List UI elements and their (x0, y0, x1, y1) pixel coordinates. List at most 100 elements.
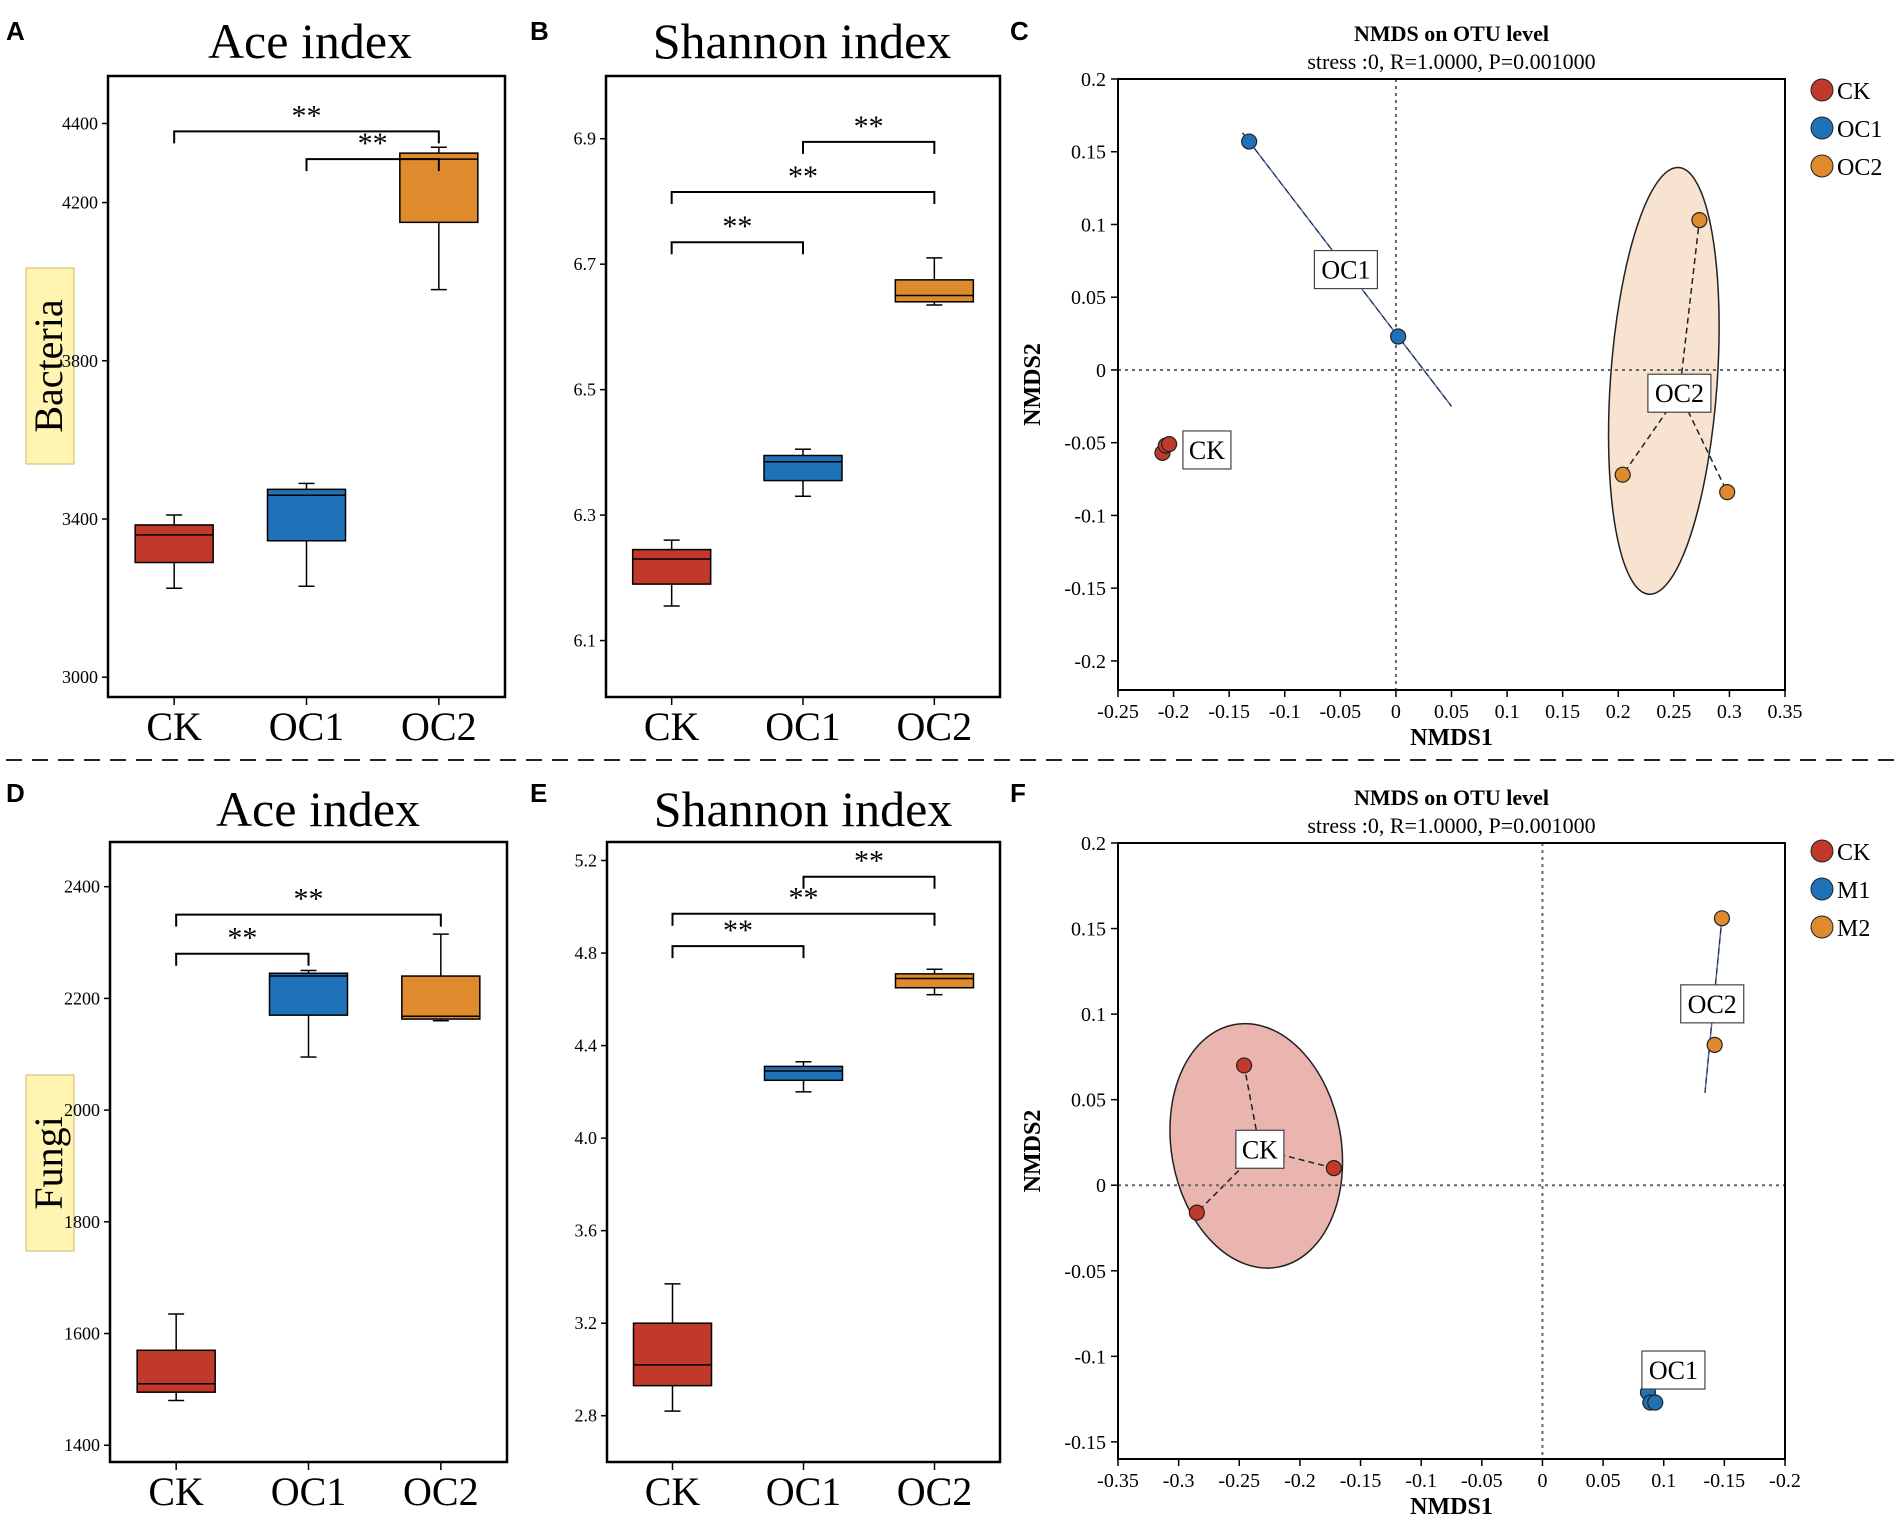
panel-letter-b: B (530, 16, 549, 46)
group-label: CK (1242, 1135, 1278, 1164)
data-point-ck (1188, 1204, 1205, 1221)
significance-label: ** (788, 160, 818, 193)
legend-marker (1810, 839, 1834, 863)
panel-letter-d: D (6, 778, 25, 808)
y-tick-label: 0.1 (1081, 1004, 1106, 1026)
panel-letter-c: C (1010, 16, 1029, 46)
significance-label: ** (723, 914, 753, 947)
chart-title: NMDS on OTU level (1354, 21, 1549, 46)
y-tick-label: 3000 (62, 667, 98, 687)
significance-bracket (670, 191, 936, 205)
data-point-ck (1161, 436, 1178, 453)
box-body (763, 1065, 844, 1082)
x-tick-label: -0.25 (1097, 701, 1139, 723)
significance-label: ** (854, 845, 884, 878)
x-tick-label: -0.1 (1269, 701, 1301, 723)
significance-bracket (670, 241, 804, 255)
x-category-label: CK (644, 704, 700, 749)
box-body (134, 524, 214, 564)
y-tick-label: -0.1 (1074, 505, 1106, 527)
group-spoke (1678, 392, 1728, 493)
group-label-box (1641, 1350, 1706, 1390)
x-category-label: CK (645, 1469, 701, 1514)
y-tick-label: 6.5 (574, 380, 597, 400)
significance-bracket (802, 875, 936, 889)
significance-bracket (802, 140, 936, 154)
chart-title: Ace index (208, 13, 412, 69)
y-tick-label: 1600 (64, 1324, 100, 1344)
x-tick-label: 0.05 (1586, 1470, 1621, 1492)
group-label: OC2 (1688, 990, 1737, 1019)
panel-letter-e: E (530, 778, 547, 808)
x-category-label: OC2 (403, 1469, 479, 1514)
group-label-box (1235, 1129, 1285, 1169)
legend-label: OC1 (1837, 117, 1882, 143)
box-ck (632, 1283, 713, 1412)
x-category-label: OC1 (271, 1469, 347, 1514)
box-oc1 (763, 1061, 844, 1093)
group-spoke (1622, 392, 1681, 476)
group-label: OC1 (1321, 256, 1370, 285)
group-label: OC2 (1655, 379, 1704, 408)
y-tick-label: 6.3 (574, 505, 597, 525)
legend-label: CK (1837, 79, 1871, 105)
box-oc2 (894, 257, 975, 306)
box-body (632, 1322, 713, 1387)
y-tick-label: 3.6 (575, 1221, 598, 1241)
significance-bracket (175, 952, 310, 966)
x-tick-label: -0.15 (1208, 701, 1250, 723)
box-oc1 (268, 969, 349, 1058)
y-tick-label: 1400 (64, 1435, 100, 1455)
chart-title: Shannon index (653, 13, 952, 69)
y-tick-label: -0.15 (1064, 1432, 1106, 1454)
chart-panel-f: NMDS on OTU level stress :0, R=1.0000, P=… (1020, 785, 1871, 1520)
chart-subtitle: stress :0, R=1.0000, P=0.001000 (1307, 49, 1595, 74)
x-category-label: OC1 (766, 1469, 842, 1514)
y-tick-label: 0.15 (1071, 919, 1106, 941)
y-tick-label: 0 (1096, 360, 1106, 382)
group-label-box (1680, 984, 1745, 1024)
y-tick-label: 1800 (64, 1212, 100, 1232)
y-tick-label: 2.8 (575, 1406, 598, 1426)
row-label-fungi-text: Fungi (26, 1116, 71, 1209)
box-oc1 (266, 482, 347, 587)
data-point-ck (1325, 1160, 1342, 1177)
legend-label: CK (1837, 840, 1871, 866)
data-point-oc2 (1706, 1036, 1723, 1054)
group-label-box (1182, 430, 1232, 470)
data-point-oc2 (1614, 466, 1631, 483)
legend-marker (1810, 915, 1834, 939)
x-tick-label: 0.15 (1545, 701, 1580, 723)
significance-label: ** (722, 210, 752, 243)
x-tick-label: -0.15 (1340, 1470, 1382, 1492)
x-tick-label: 0.3 (1717, 701, 1742, 723)
y-tick-label: 0.2 (1081, 69, 1106, 91)
y-tick-label: 6.1 (574, 631, 597, 651)
group-label: OC1 (1649, 1356, 1698, 1385)
y-tick-label: 4400 (62, 113, 98, 133)
chart-subtitle: stress :0, R=1.0000, P=0.001000 (1307, 813, 1595, 838)
y-tick-label: 0.05 (1071, 1090, 1106, 1112)
x-tick-label: 0.05 (1434, 701, 1469, 723)
y-tick-label: 5.2 (575, 851, 598, 871)
x-tick-label: -0.2 (1284, 1470, 1316, 1492)
y-tick-label: 3800 (62, 351, 98, 371)
chart-panel-a: Ace index 3000 3400 3800 4200 4400 CK OC1 OC2 ** *… (62, 13, 507, 749)
data-point-oc1 (1390, 328, 1407, 345)
group-label-box (1647, 373, 1712, 413)
x-category-label: CK (148, 1469, 204, 1514)
significance-label: ** (358, 127, 388, 160)
legend-marker (1810, 877, 1834, 901)
x-tick-label: 0.1 (1495, 701, 1520, 723)
y-tick-label: -0.05 (1064, 1261, 1106, 1283)
y-tick-label: 3400 (62, 509, 98, 529)
box-ck (631, 539, 712, 607)
y-tick-label: 0 (1096, 1175, 1106, 1197)
group-label: CK (1189, 436, 1225, 465)
x-tick-label: -0.05 (1461, 1470, 1503, 1492)
y-tick-label: 0.1 (1081, 214, 1106, 236)
significance-bracket (671, 945, 805, 959)
x-tick-label: -0.25 (1218, 1470, 1260, 1492)
panel-letter-a: A (6, 16, 25, 46)
